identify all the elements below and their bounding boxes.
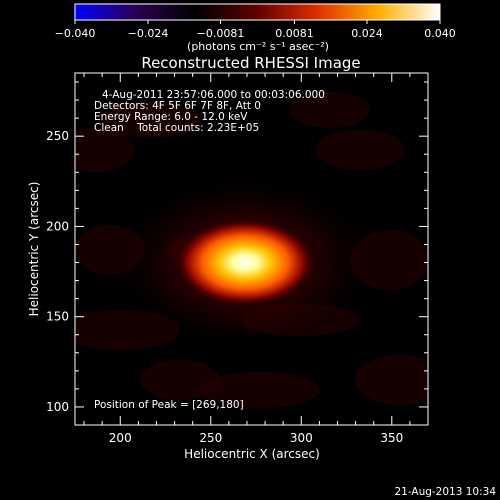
y-axis-label: Heliocentric Y (arcsec) bbox=[27, 182, 41, 317]
x-tick-label: 350 bbox=[380, 431, 403, 445]
colorbar-ticks: −0.040 −0.024 −0.0081 0.0081 0.024 0.040 bbox=[55, 20, 456, 40]
background-mottle bbox=[290, 92, 370, 128]
colorbar-tick-label: −0.0081 bbox=[197, 27, 245, 40]
x-tick-label: 300 bbox=[290, 431, 313, 445]
y-tick-label: 100 bbox=[46, 400, 69, 414]
background-mottle bbox=[315, 130, 405, 170]
heatmap-image bbox=[75, 92, 428, 408]
x-tick-label: 250 bbox=[199, 431, 222, 445]
x-axis-ticks: 200 250 300 350 bbox=[83, 73, 411, 445]
background-mottle bbox=[140, 360, 220, 400]
background-mottle bbox=[200, 372, 320, 408]
colorbar: −0.040 −0.024 −0.0081 0.0081 0.024 0.040 (pho… bbox=[55, 3, 456, 53]
y-tick-label: 150 bbox=[46, 310, 69, 324]
background-mottle bbox=[75, 128, 135, 172]
y-tick-label: 200 bbox=[46, 219, 69, 233]
colorbar-strip bbox=[74, 3, 441, 21]
colorbar-tick-label: 0.0081 bbox=[275, 27, 314, 40]
colorbar-tick-label: −0.040 bbox=[55, 27, 96, 40]
flare-source bbox=[175, 219, 315, 306]
x-axis-label: Heliocentric X (arcsec) bbox=[184, 447, 320, 461]
chart-title: Reconstructed RHESSI Image bbox=[141, 54, 360, 72]
colorbar-tick-label: 0.024 bbox=[351, 27, 383, 40]
image-plot: 200 250 300 350 100 150 200 250 4-Aug-2011 23:… bbox=[46, 72, 429, 445]
colorbar-tick-label: −0.024 bbox=[128, 27, 169, 40]
colorbar-tick-label: 0.040 bbox=[424, 27, 456, 40]
plot-frame bbox=[74, 72, 429, 426]
background-mottle bbox=[355, 355, 428, 405]
y-tick-label: 250 bbox=[46, 129, 69, 143]
x-tick-label: 200 bbox=[109, 431, 132, 445]
annotation-clean-counts: Clean Total counts: 2.23E+05 bbox=[94, 122, 259, 134]
annotation-detectors: Detectors: 4F 5F 6F 7F 8F, Att 0 bbox=[94, 100, 261, 112]
y-axis-ticks: 100 150 200 250 bbox=[46, 81, 428, 414]
annotation-energy-range: Energy Range: 6.0 - 12.0 keV bbox=[94, 111, 248, 123]
footer-timestamp: 21-Aug-2013 10:34 bbox=[394, 486, 496, 498]
annotation-block: 4-Aug-2011 23:57:06.000 to 00:03:06.000 … bbox=[94, 89, 325, 134]
peak-position-label: Position of Peak = [269,180] bbox=[94, 399, 244, 411]
annotation-time-range: 4-Aug-2011 23:57:06.000 to 00:03:06.000 bbox=[102, 89, 325, 101]
background-mottle bbox=[100, 102, 200, 138]
colorbar-unit-label: (photons cm⁻² s⁻¹ asec⁻²) bbox=[187, 40, 329, 53]
